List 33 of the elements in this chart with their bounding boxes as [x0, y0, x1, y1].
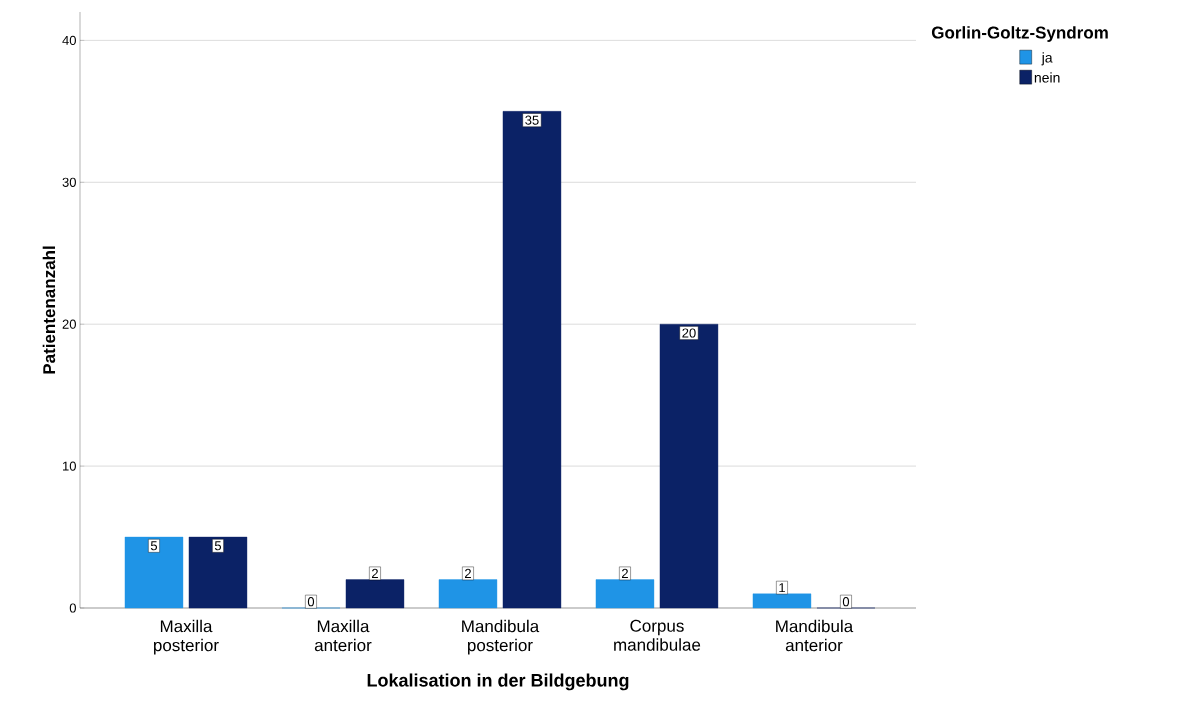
y-tick-label: 0	[69, 603, 76, 613]
y-axis-title: Patientenanzahl	[42, 246, 56, 374]
data-label: 0	[307, 597, 315, 607]
x-tick-label: Maxilla posterior	[154, 619, 219, 655]
data-label: 35	[525, 115, 539, 125]
data-label: 5	[214, 541, 222, 551]
x-tick-label: Mandibula anterior	[776, 619, 854, 652]
x-tick-label: Mandibula posterior	[462, 619, 540, 655]
bar	[124, 536, 184, 609]
y-tick-label: 30	[62, 177, 76, 187]
data-label: 2	[372, 568, 378, 578]
x-axis-title: Lokalisation in der Bildgebung	[367, 673, 629, 691]
legend-label: nein	[1034, 72, 1060, 83]
bar	[595, 579, 655, 609]
legend-label: ja	[1041, 52, 1053, 66]
data-label: 2	[622, 568, 628, 578]
x-tick-label: Corpus mandibulae	[614, 619, 701, 651]
y-tick-label: 10	[63, 461, 76, 471]
data-label: 20	[682, 328, 696, 338]
data-label: 1	[779, 583, 785, 593]
y-tick-label: 40	[62, 35, 76, 45]
bar	[502, 111, 562, 609]
bar	[438, 579, 498, 609]
data-label: 5	[150, 541, 158, 551]
bar	[188, 536, 248, 609]
bar	[345, 579, 405, 609]
data-label: 2	[465, 568, 471, 578]
data-label: 0	[842, 597, 850, 607]
bar	[659, 323, 719, 609]
y-tick-label: 20	[62, 319, 76, 329]
bar	[752, 593, 812, 609]
legend-title: Gorlin-Goltz-Syndrom	[931, 26, 1108, 42]
x-tick-label: Maxilla anterior	[314, 619, 372, 652]
